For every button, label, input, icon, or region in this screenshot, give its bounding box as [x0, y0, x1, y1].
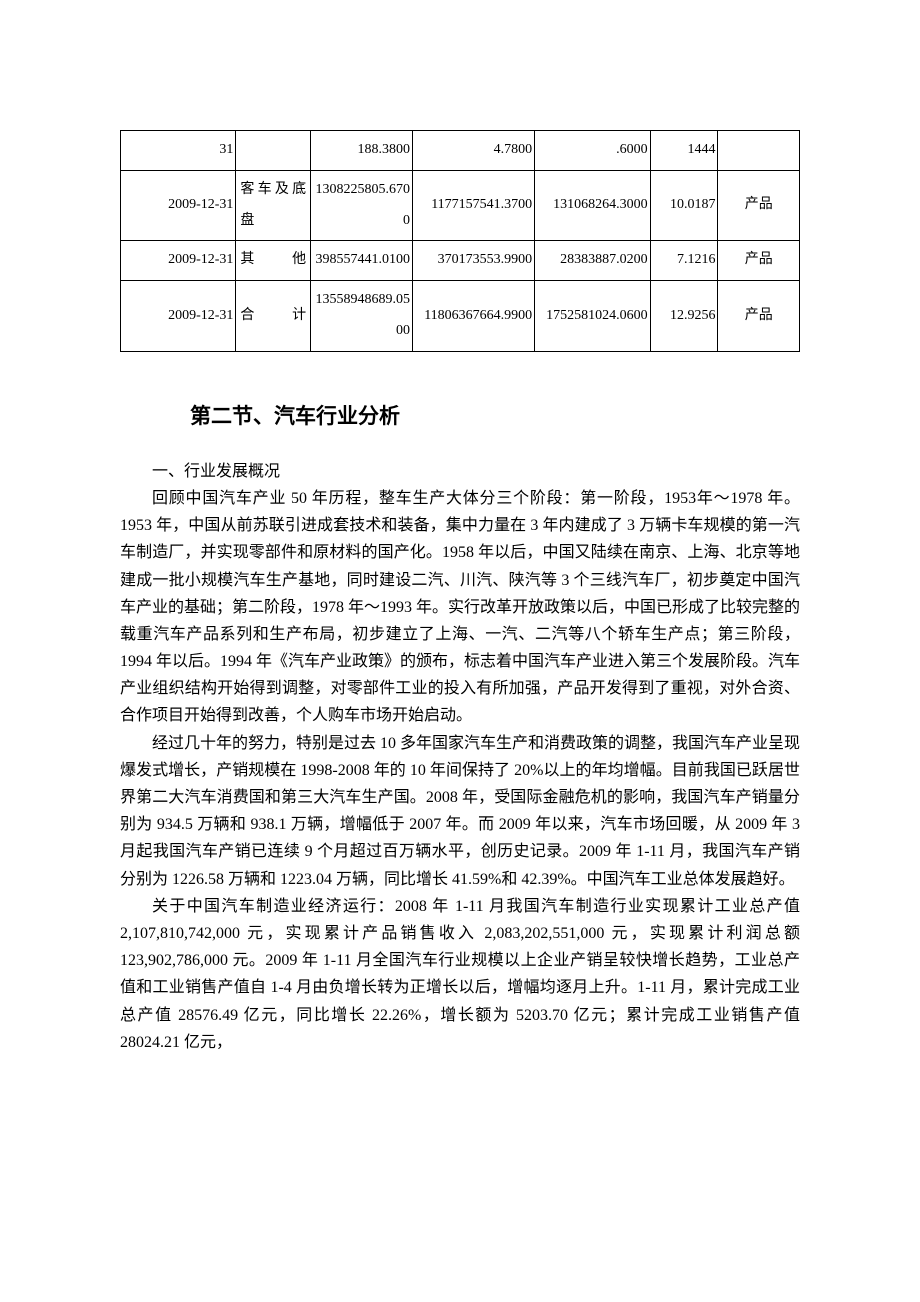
cell-type: 其他 — [236, 241, 311, 281]
cell-type: 合计 — [236, 281, 311, 352]
cell-value: 4.7800 — [412, 131, 534, 171]
cell-tag: 产品 — [718, 281, 800, 352]
document-page: 31 188.3800 4.7800 .6000 1444 2009-12-31… — [0, 0, 920, 1116]
cell-type — [236, 131, 311, 171]
cell-date: 2009-12-31 — [121, 281, 236, 352]
financial-table: 31 188.3800 4.7800 .6000 1444 2009-12-31… — [120, 130, 800, 352]
cell-value: 11806367664.9900 — [412, 281, 534, 352]
paragraph: 关于中国汽车制造业经济运行：2008 年 1-11 月我国汽车制造行业实现累计工… — [120, 893, 800, 1056]
cell-value: 398557441.0100 — [311, 241, 413, 281]
paragraph: 回顾中国汽车产业 50 年历程，整车生产大体分三个阶段：第一阶段，1953年～1… — [120, 485, 800, 730]
cell-tag: 产品 — [718, 241, 800, 281]
cell-value: 7.1216 — [650, 241, 718, 281]
cell-value: 12.9256 — [650, 281, 718, 352]
table-row: 31 188.3800 4.7800 .6000 1444 — [121, 131, 800, 171]
table-row: 2009-12-31 其他 398557441.0100 370173553.9… — [121, 241, 800, 281]
cell-date: 2009-12-31 — [121, 241, 236, 281]
cell-tag — [718, 131, 800, 171]
cell-value: 28383887.0200 — [535, 241, 650, 281]
cell-tag: 产品 — [718, 170, 800, 241]
table-row: 2009-12-31 合计 13558948689.0500 118063676… — [121, 281, 800, 352]
cell-value: 370173553.9900 — [412, 241, 534, 281]
paragraph: 一、行业发展概况 — [120, 458, 800, 485]
cell-date: 2009-12-31 — [121, 170, 236, 241]
cell-value: 1444 — [650, 131, 718, 171]
cell-date: 31 — [121, 131, 236, 171]
cell-value: 10.0187 — [650, 170, 718, 241]
cell-type: 客车及底盘 — [236, 170, 311, 241]
cell-value: 188.3800 — [311, 131, 413, 171]
paragraph: 经过几十年的努力，特别是过去 10 多年国家汽车生产和消费政策的调整，我国汽车产… — [120, 730, 800, 893]
cell-value: 1752581024.0600 — [535, 281, 650, 352]
cell-value: 1308225805.6700 — [311, 170, 413, 241]
section-heading: 第二节、汽车行业分析 — [190, 400, 800, 430]
cell-value: .6000 — [535, 131, 650, 171]
table-row: 2009-12-31 客车及底盘 1308225805.6700 1177157… — [121, 170, 800, 241]
section-body: 一、行业发展概况 回顾中国汽车产业 50 年历程，整车生产大体分三个阶段：第一阶… — [120, 458, 800, 1056]
cell-value: 13558948689.0500 — [311, 281, 413, 352]
cell-value: 1177157541.3700 — [412, 170, 534, 241]
cell-value: 131068264.3000 — [535, 170, 650, 241]
